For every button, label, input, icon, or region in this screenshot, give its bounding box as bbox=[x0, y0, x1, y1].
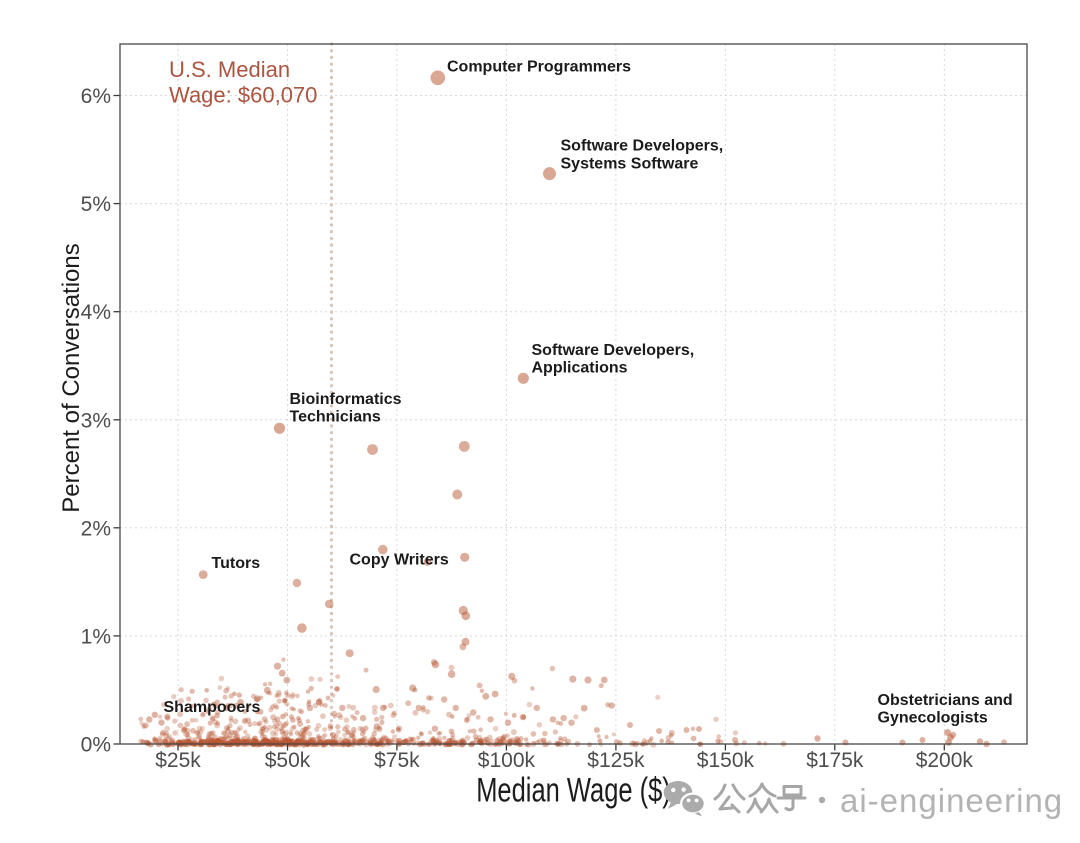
svg-text:Copy Writers: Copy Writers bbox=[350, 552, 449, 569]
svg-text:U.S. Median: U.S. Median bbox=[169, 57, 290, 82]
svg-text:Software Developers,: Software Developers, bbox=[561, 138, 724, 155]
svg-text:$100k: $100k bbox=[478, 749, 536, 772]
svg-text:0%: 0% bbox=[81, 734, 111, 757]
svg-text:2%: 2% bbox=[81, 517, 111, 540]
svg-text:Applications: Applications bbox=[532, 360, 628, 377]
svg-text:Obstetricians and: Obstetricians and bbox=[878, 692, 1013, 709]
svg-text:$175k: $175k bbox=[806, 749, 864, 772]
svg-text:Median Wage ($): Median Wage ($) bbox=[476, 772, 671, 809]
svg-text:1%: 1% bbox=[81, 625, 111, 648]
svg-text:Gynecologists: Gynecologists bbox=[878, 710, 988, 727]
svg-text:4%: 4% bbox=[81, 301, 111, 324]
svg-text:$75k: $75k bbox=[374, 749, 420, 772]
svg-text:$125k: $125k bbox=[587, 749, 645, 772]
svg-text:$50k: $50k bbox=[265, 749, 311, 772]
svg-text:Bioinformatics: Bioinformatics bbox=[290, 391, 402, 408]
svg-text:Tutors: Tutors bbox=[212, 555, 261, 572]
svg-text:Software Developers,: Software Developers, bbox=[532, 342, 695, 359]
svg-text:$150k: $150k bbox=[697, 749, 755, 772]
svg-text:3%: 3% bbox=[81, 409, 111, 432]
svg-text:Wage: $60,070: Wage: $60,070 bbox=[169, 83, 317, 108]
svg-text:ai-engineering: ai-engineering bbox=[840, 782, 1063, 819]
svg-text:Systems Software: Systems Software bbox=[561, 156, 699, 173]
svg-text:$200k: $200k bbox=[916, 749, 974, 772]
svg-text:Technicians: Technicians bbox=[290, 409, 381, 426]
svg-text:Shampooers: Shampooers bbox=[164, 699, 261, 716]
svg-text:Computer Programmers: Computer Programmers bbox=[447, 59, 631, 76]
svg-text:6%: 6% bbox=[81, 85, 111, 108]
svg-text:5%: 5% bbox=[81, 193, 111, 216]
svg-text:$25k: $25k bbox=[155, 749, 201, 772]
svg-text:Percent of Conversations: Percent of Conversations bbox=[58, 243, 85, 512]
